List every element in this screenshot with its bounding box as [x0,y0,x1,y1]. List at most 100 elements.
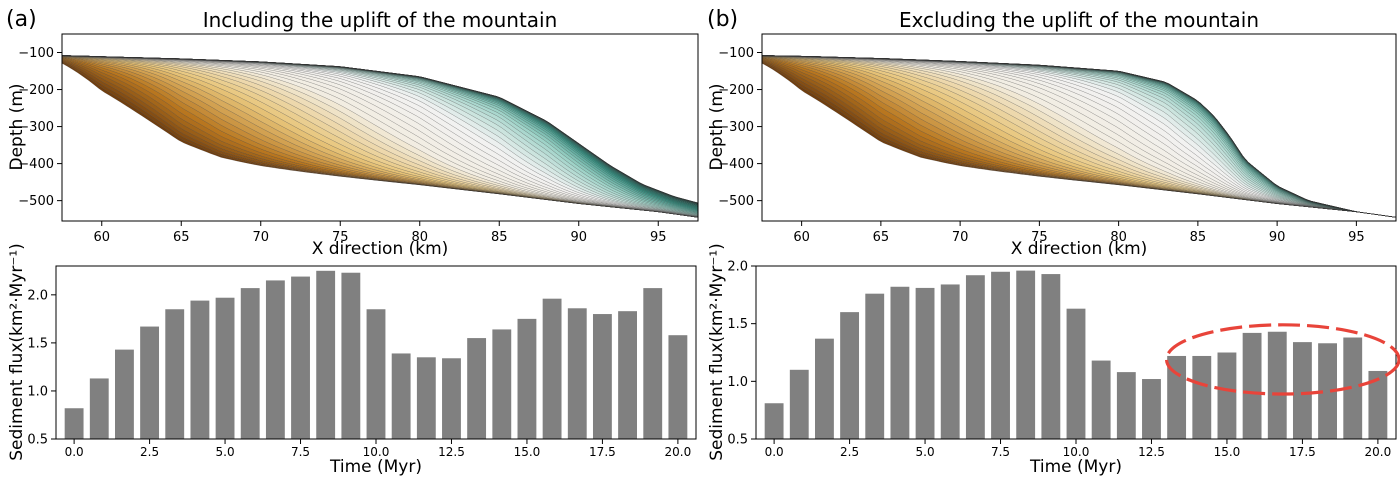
x-tick-label: 60 [793,230,810,245]
flux-bar [840,312,860,439]
flux-bar [115,349,134,439]
flux-bar [291,276,310,439]
x-tick-label: 95 [650,230,667,245]
y-tick-label: −500 [18,194,54,209]
x-tick-label: 0.0 [65,445,84,459]
flux-bar [416,357,436,439]
x-tick-label: 0.0 [765,445,784,459]
y-tick-label: 1.5 [727,317,748,332]
y-ticks-bar-b: 0.5 1.0 1.5 2.0 [727,260,756,448]
x-tick-label: 17.5 [589,445,616,459]
panel-a-letter: (a) [6,7,37,32]
x-axis-label-strat-b: X direction (km) [1011,239,1148,259]
flux-bar [391,353,411,439]
flux-bar [1192,355,1212,439]
layers-a [62,55,698,218]
x-tick-label: 7.5 [291,445,310,459]
flux-bar [890,286,910,439]
flux-bar [592,314,612,439]
y-tick-label: 0.5 [727,433,748,448]
flux-bar [265,280,285,439]
bars-a [64,270,688,439]
y-ticks-bar-a: 0.5 1.0 1.5 2.0 [27,288,56,448]
flux-bar [1091,360,1111,439]
stratigraphy-chart-b: 60 65 70 75 80 85 90 95 −100 −200 −300 −400 −500 X … [707,33,1397,259]
x-axis-label-bar-b: Time (Myr) [1029,457,1122,477]
plot-frame-strat-a [61,33,699,222]
x-tick-label: 12.5 [1138,445,1165,459]
x-tick-label: 65 [173,230,190,245]
flux-bar [215,297,235,439]
flux-bar [1318,343,1337,439]
x-tick-label: 90 [570,230,587,245]
x-axis-label-bar-a: Time (Myr) [329,457,422,477]
y-tick-label: 0.5 [27,433,48,448]
bars-b [764,270,1388,439]
flux-bar [442,358,461,439]
x-tick-label: 10.0 [1063,445,1090,459]
y-tick-label: −400 [18,157,54,172]
flux-bar [492,329,512,439]
y-tick-label: −400 [718,157,754,172]
x-tick-label: 15.0 [1214,445,1241,459]
x-tick-label: 20.0 [1365,445,1392,459]
flux-bar [940,284,960,439]
flux-bar [865,293,885,439]
x-tick-label: 2.5 [140,445,159,459]
x-tick-label: 60 [93,230,110,245]
panel-a-title: Including the uplift of the mountain [203,8,558,32]
y-tick-label: −300 [18,120,54,135]
x-axis-label-strat-a: X direction (km) [312,239,449,259]
flux-bar [965,275,985,439]
flux-bar [366,309,386,439]
y-tick-label: 1.0 [727,375,748,390]
y-axis-label-bar-a: Sediment flux(km²·Myr⁻¹) [7,243,27,461]
panel-b-title: Excluding the uplift of the mountain [899,8,1259,32]
x-tick-label: 75 [1031,230,1048,245]
x-tick-label: 75 [332,230,349,245]
flux-bar [316,270,336,439]
flux-bar [64,408,84,439]
x-tick-label: 80 [411,230,428,245]
x-tick-label: 65 [873,230,890,245]
y-ticks-strat-a: −100 −200 −300 −400 −500 [18,46,62,209]
layers-b [762,55,1396,218]
flux-bar [190,300,210,439]
stratigraphy-chart-a: 60 65 70 75 80 85 90 95 −100 −200 −300 −400 −500 X … [7,33,699,259]
y-tick-label: −500 [718,194,754,209]
x-ticks-bar-a: 0.0 2.5 5.0 7.5 10.0 12.5 15.0 17.5 20.0 [65,439,691,459]
x-tick-label: 15.0 [514,445,541,459]
x-tick-label: 5.0 [216,445,235,459]
y-axis-label-strat-a: Depth (m) [7,83,27,170]
y-axis-label-bar-b: Sediment flux(km²·Myr⁻¹) [707,243,727,461]
y-tick-label: −100 [18,46,54,61]
flux-bar [764,403,784,439]
y-tick-label: 2.0 [27,288,48,303]
flux-bar [668,335,688,439]
x-tick-label: 2.5 [840,445,859,459]
flux-chart-b: 0.0 2.5 5.0 7.5 10.0 12.5 15.0 17.5 20.0 0.5 1.0 1… [707,243,1400,477]
flux-bar [991,271,1010,439]
flux-bar [542,298,562,439]
x-tick-label: 85 [491,230,508,245]
y-tick-label: −200 [18,83,54,98]
x-tick-label: 90 [1269,230,1286,245]
flux-bar [1066,308,1086,439]
stratigraphic-layer [762,55,1396,218]
y-tick-label: −300 [718,120,754,135]
y-axis-label-strat-b: Depth (m) [707,83,727,170]
x-tick-label: 17.5 [1289,445,1316,459]
flux-chart-a: 0.0 2.5 5.0 7.5 10.0 12.5 15.0 17.5 20.0 0.5 1.0 1… [7,243,697,477]
x-tick-label: 12.5 [438,445,465,459]
highlight-ellipse-layer [1165,323,1400,396]
flux-bar [643,288,663,439]
x-ticks-strat-a: 60 65 70 75 80 85 90 95 [93,221,667,245]
y-tick-label: 1.5 [27,336,48,351]
flux-bar [618,311,637,439]
flux-bar [1267,331,1287,439]
flux-bar [517,318,537,439]
flux-bar [1116,372,1136,439]
flux-bar [341,272,361,439]
y-tick-label: 2.0 [727,260,748,275]
